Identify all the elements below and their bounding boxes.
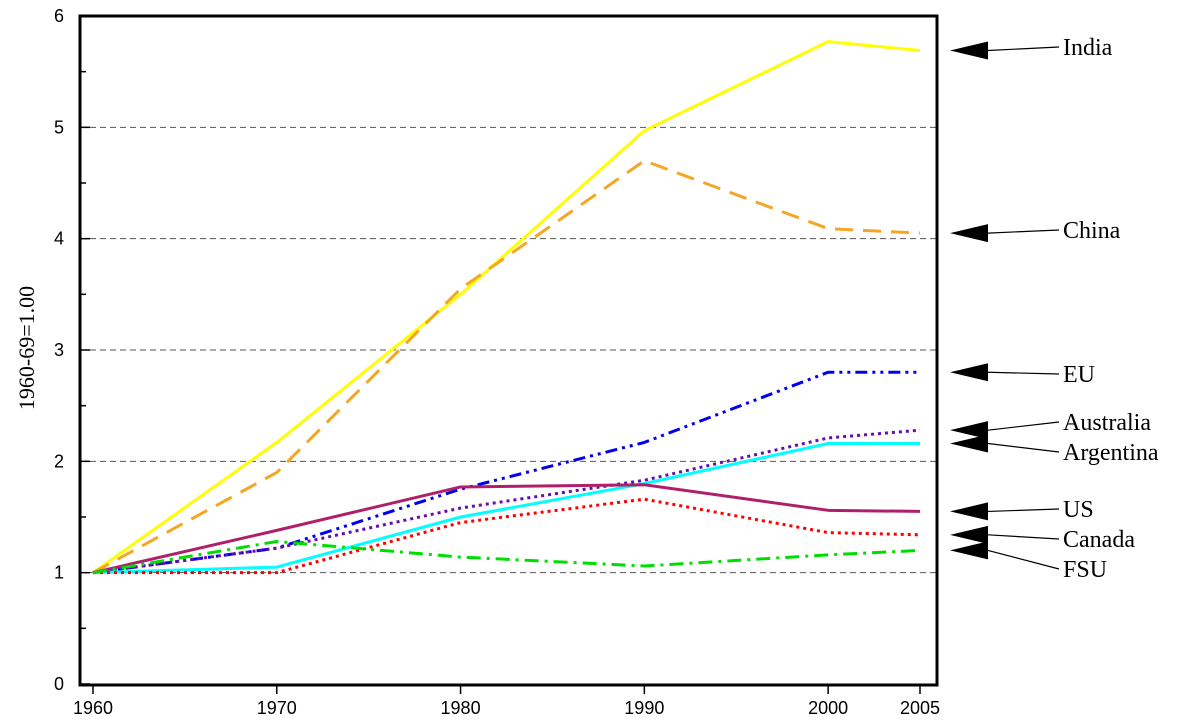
x-tick-label: 1960	[73, 698, 113, 718]
legend-leader-argentina	[987, 442, 1060, 453]
series-line-china	[92, 159, 921, 574]
legend-label-canada: Canada	[1063, 527, 1135, 553]
legend: India China EU Australia Argentina US Canada FS…	[950, 35, 1159, 583]
legend-label-us: US	[1063, 497, 1094, 523]
x-tick-label: 1970	[257, 698, 297, 718]
legend-leader-china	[987, 229, 1060, 234]
x-tick-label: 2005	[900, 698, 940, 718]
legend-leader-canada	[987, 534, 1060, 540]
x-tick-label: 1980	[441, 698, 481, 718]
legend-arrow-us	[950, 502, 988, 521]
legend-arrow-fsu	[950, 541, 988, 560]
axis-ticks	[80, 15, 921, 694]
y-tick-label: 1	[54, 563, 64, 583]
legend-arrow-argentina	[950, 434, 988, 453]
y-tick-label: 3	[54, 340, 64, 360]
gridlines	[80, 126, 937, 574]
legend-label-australia: Australia	[1063, 410, 1151, 436]
y-tick-label: 4	[54, 229, 64, 249]
series-line-australia	[92, 428, 921, 575]
legend-leader-fsu	[987, 549, 1060, 570]
legend-label-fsu: FSU	[1063, 557, 1107, 583]
legend-leader-eu	[987, 371, 1060, 375]
legend-arrow-india	[950, 41, 988, 60]
y-tick-label: 0	[54, 674, 64, 694]
legend-arrow-canada	[950, 525, 988, 544]
legend-arrow-australia	[950, 421, 988, 440]
x-tick-label: 2000	[808, 698, 848, 718]
y-tick-label: 2	[54, 451, 64, 471]
series-line-us	[92, 483, 921, 575]
y-tick-label: 6	[54, 6, 64, 26]
legend-arrow-eu	[950, 363, 988, 382]
series-line-india	[92, 40, 921, 574]
tick-labels: 0 1 2 3 4 5 6 1960 1970 1980 1990 2000 2005	[54, 6, 940, 718]
y-tick-label: 5	[54, 117, 64, 137]
legend-label-eu: EU	[1063, 362, 1095, 388]
legend-label-india: India	[1063, 35, 1113, 61]
series-line-fsu	[92, 539, 921, 575]
x-tick-label: 1990	[624, 698, 664, 718]
legend-label-china: China	[1063, 218, 1121, 244]
plot-frame	[78, 14, 939, 687]
y-axis-label: 1960-69=1.00	[14, 286, 39, 410]
legend-leader-australia	[987, 421, 1060, 431]
legend-arrow-china	[950, 224, 988, 243]
legend-leader-us	[987, 508, 1060, 513]
legend-leader-india	[987, 46, 1060, 52]
series-line-eu	[92, 370, 920, 575]
series-line-argentina	[92, 442, 920, 575]
legend-label-argentina: Argentina	[1063, 440, 1159, 466]
series-line-canada	[93, 497, 921, 575]
series-lines	[92, 40, 921, 575]
